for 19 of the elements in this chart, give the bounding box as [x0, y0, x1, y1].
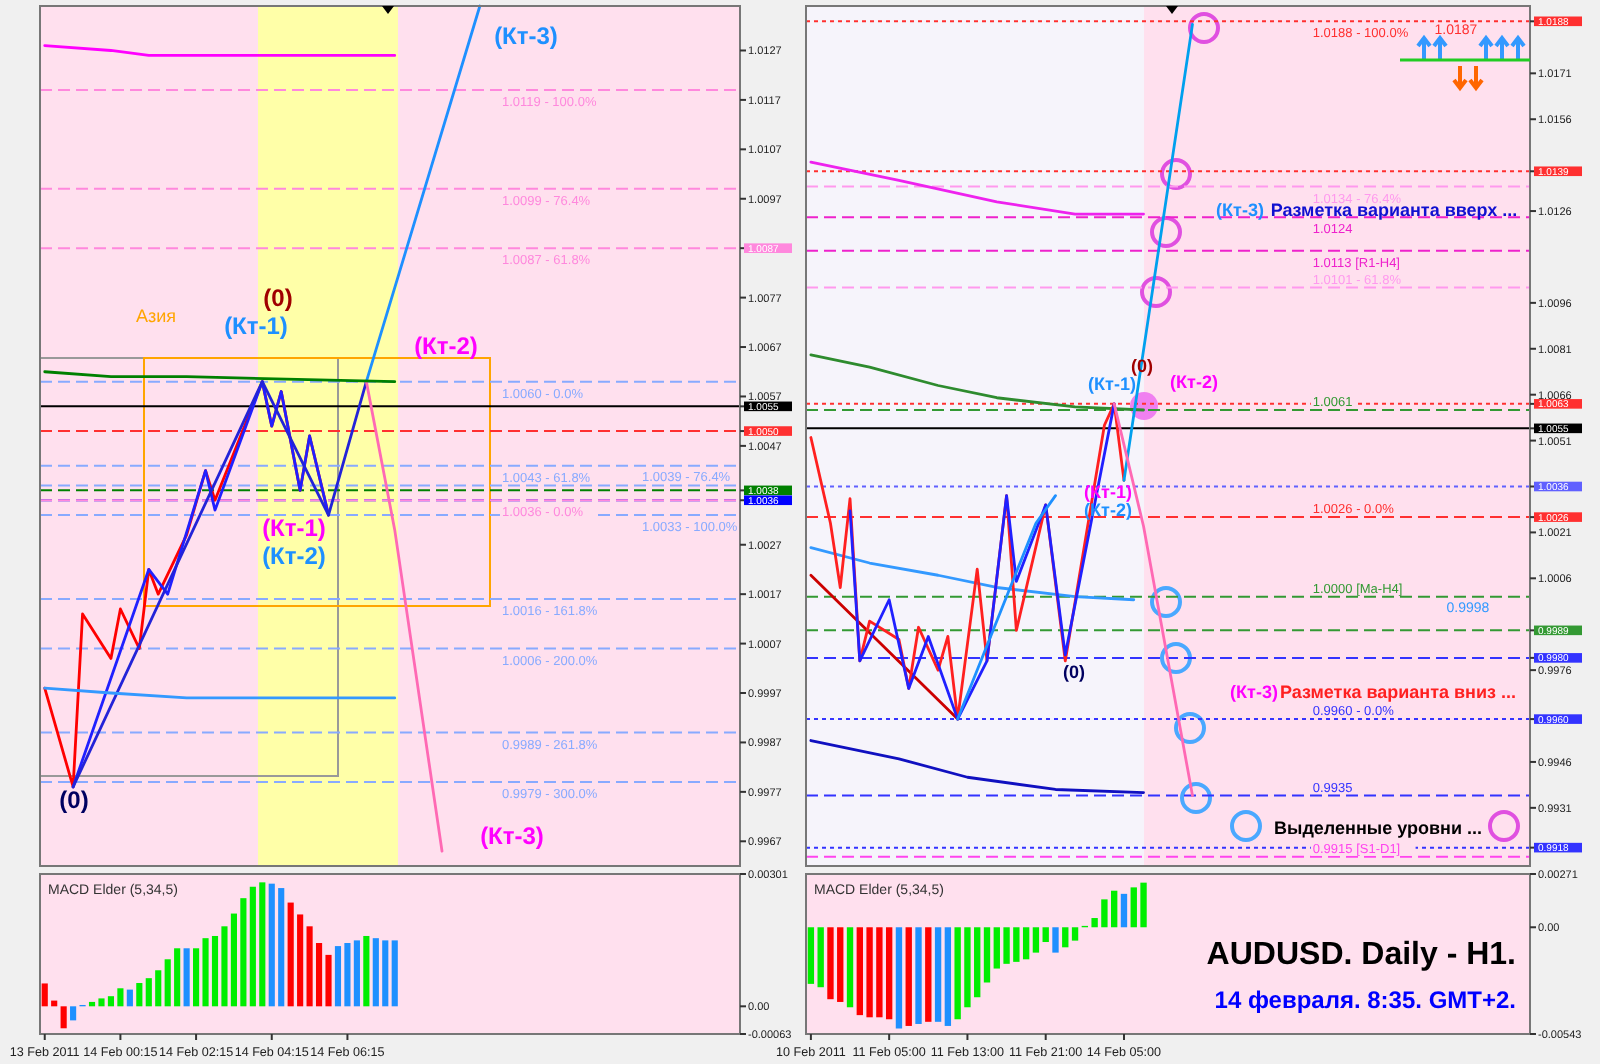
annotation: (Кт-3) [494, 22, 558, 50]
annotation: (Кт-1) [262, 514, 326, 542]
annotation: (Кт-3) [1216, 200, 1264, 220]
annotation: Выделенные уровни ... [1274, 818, 1482, 838]
annotation: Разметка варианта вверх ... [1270, 200, 1518, 220]
annotation: (Кт-3) [480, 822, 544, 850]
annotation: Разметка варианта вниз ... [1280, 682, 1516, 702]
annotation: (0) [263, 284, 293, 312]
annotation: (Кт-1) [1088, 374, 1136, 394]
annotation: AUDUSD. Daily - H1. [1206, 938, 1516, 972]
annotation: (0) [59, 786, 89, 814]
annotation: 14 февраля. 8:35. GMT+2. [1214, 986, 1516, 1014]
annotation: (0) [1063, 662, 1085, 682]
annotation: (Кт-3) [1230, 682, 1278, 702]
annotation: (Кт-2) [1170, 372, 1218, 392]
annotation: Азия [135, 306, 177, 326]
annotation: (Кт-2) [414, 332, 478, 360]
annotation: (Кт-1) [224, 312, 288, 340]
annotation: (Кт-2) [262, 542, 326, 570]
